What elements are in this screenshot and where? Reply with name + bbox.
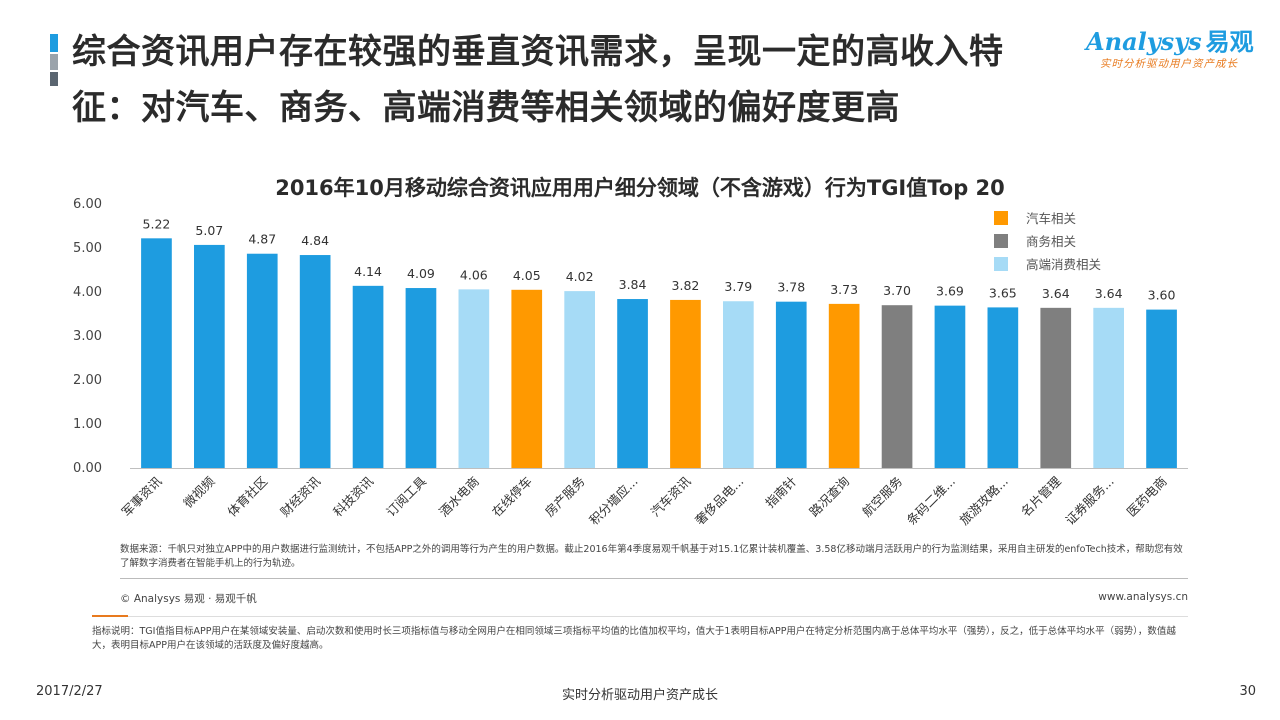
data-label: 3.65	[989, 285, 1017, 300]
y-tick-label: 6.00	[73, 197, 102, 212]
title-accent-bar	[50, 34, 58, 86]
x-tick-label: 奢侈品电...	[692, 474, 746, 528]
x-tick-label: 证券服务...	[1062, 474, 1116, 528]
x-tick-label: 旅游攻略...	[957, 474, 1011, 528]
bar	[352, 285, 384, 468]
indicator-note: 指标说明：TGI值指目标APP用户在某领域安装量、启动次数和使用时长三项指标值与…	[92, 626, 1176, 651]
x-tick-label: 军事资讯	[119, 473, 165, 519]
data-label: 4.05	[513, 268, 541, 283]
bar	[246, 253, 278, 468]
bar	[511, 289, 543, 468]
bar	[405, 288, 437, 468]
analysys-logo: Analysys 易观 实时分析驱动用户资产成长	[1086, 28, 1256, 71]
data-label: 4.14	[354, 264, 382, 279]
x-tick-label: 路况查询	[806, 474, 852, 520]
bar	[1146, 309, 1177, 468]
logo-brand-cn: 易观	[1205, 28, 1254, 56]
x-tick-label: 财经资讯	[277, 473, 323, 519]
bar	[881, 305, 913, 468]
chart-legend: 汽车相关 商务相关 高端消费相关	[994, 206, 1101, 275]
y-tick-label: 1.00	[73, 417, 102, 432]
bar	[670, 299, 701, 468]
legend-swatch-auto	[994, 210, 1008, 225]
website-link[interactable]: www.analysys.cn	[1098, 591, 1188, 603]
data-label: 3.64	[1095, 286, 1123, 301]
bar	[828, 303, 860, 468]
legend-label-luxury: 高端消费相关	[1026, 257, 1102, 272]
copyright: © Analysys 易观 · 易观千帆	[120, 593, 257, 605]
x-tick-label: 汽车资讯	[648, 473, 694, 519]
data-label: 3.79	[724, 279, 752, 294]
footer-slogan: 实时分析驱动用户资产成长	[561, 688, 718, 703]
data-source-note: 数据来源：千帆只对独立APP中的用户数据进行监测统计，不包括APP之外的调用等行…	[120, 544, 1183, 569]
x-tick-label: 订阅工具	[383, 473, 429, 519]
legend-label-business: 商务相关	[1026, 234, 1077, 249]
y-tick-label: 0.00	[73, 461, 102, 476]
legend-label-auto: 汽车相关	[1026, 211, 1077, 226]
bar-chart: 0.00 1.00 2.00 3.00 4.00 5.00 6.00 5.22 军事资讯 5.07…	[73, 197, 1188, 528]
y-tick-label: 5.00	[73, 241, 102, 256]
bar	[299, 255, 331, 468]
data-label: 5.07	[195, 223, 223, 238]
bar	[1040, 307, 1072, 468]
page-title: 综合资讯用户存在较强的垂直资讯需求，呈现一定的高收入特征：对汽车、商务、高端消费…	[72, 32, 1004, 128]
bar	[775, 301, 807, 468]
x-tick-label: 积分墙应...	[586, 474, 640, 528]
bar	[564, 291, 595, 468]
legend-swatch-luxury	[994, 256, 1008, 271]
bar	[934, 305, 966, 468]
x-tick-label: 指南针	[762, 474, 799, 511]
x-tick-label: 航空服务	[859, 474, 905, 520]
data-label: 3.70	[883, 283, 911, 298]
x-tick-label: 在线停车	[489, 474, 535, 520]
accent-mark	[92, 615, 128, 617]
logo-tagline: 实时分析驱动用户资产成长	[1100, 58, 1238, 70]
bar	[194, 244, 225, 468]
bar	[723, 301, 754, 468]
data-label: 4.87	[248, 232, 276, 247]
x-tick-label: 条码二维...	[904, 474, 958, 528]
data-label: 3.60	[1148, 288, 1176, 303]
data-label: 3.64	[1042, 286, 1070, 301]
logo-brand: Analysys	[1086, 27, 1202, 56]
data-label: 4.06	[460, 267, 488, 282]
data-label: 4.84	[301, 233, 329, 248]
chart-title: 2016年10月移动综合资讯应用用户细分领域（不含游戏）行为TGI值Top 20	[275, 176, 1005, 200]
bar	[617, 299, 648, 468]
legend-swatch-business	[994, 233, 1008, 248]
data-label: 3.73	[830, 282, 858, 297]
legend-item-auto: 汽车相关	[994, 206, 1101, 229]
x-tick-label: 科技资讯	[330, 473, 376, 519]
y-tick-label: 2.00	[73, 373, 102, 388]
data-label: 3.82	[672, 278, 700, 293]
data-label: 4.09	[407, 266, 435, 281]
x-tick-label: 体育社区	[224, 474, 270, 520]
x-tick-label: 名片管理	[1018, 473, 1064, 519]
bar	[1093, 307, 1124, 468]
x-tick-label: 酒水电商	[436, 474, 482, 520]
x-tick-label: 医药电商	[1124, 474, 1170, 520]
divider	[92, 616, 1188, 617]
bar	[987, 307, 1019, 468]
data-label: 4.02	[566, 269, 594, 284]
data-label: 5.22	[143, 216, 171, 231]
data-label: 3.84	[619, 277, 647, 292]
x-tick-label: 微视频	[180, 473, 217, 510]
divider	[120, 578, 1188, 579]
bar	[141, 238, 172, 468]
page-number: 30	[1239, 684, 1256, 699]
data-label: 3.69	[936, 284, 964, 299]
y-tick-label: 4.00	[73, 285, 102, 300]
data-label: 3.78	[777, 280, 805, 295]
y-tick-label: 3.00	[73, 329, 102, 344]
legend-item-luxury: 高端消费相关	[994, 252, 1101, 275]
x-tick-label: 房产服务	[542, 474, 588, 520]
bar	[458, 289, 490, 468]
legend-item-business: 商务相关	[994, 229, 1101, 252]
footer-date: 2017/2/27	[36, 684, 103, 699]
